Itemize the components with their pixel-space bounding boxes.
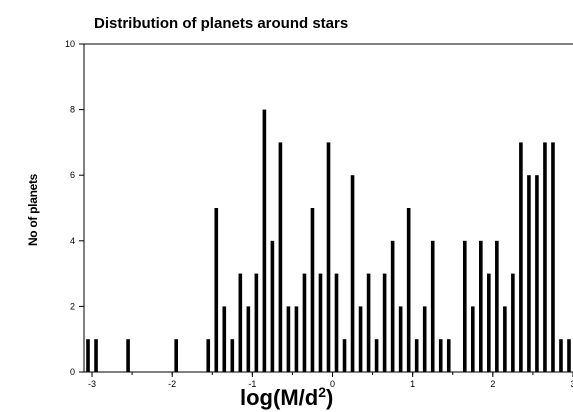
- bar: [430, 240, 435, 372]
- bar: [382, 273, 387, 372]
- bar: [495, 240, 499, 372]
- bar: [302, 273, 307, 372]
- bar: [527, 175, 531, 372]
- y-tick-label: 6: [70, 170, 75, 180]
- bar: [479, 240, 483, 372]
- x-axis-label-suffix: ): [326, 385, 334, 410]
- bar: [286, 306, 291, 372]
- bar: [535, 175, 539, 372]
- bar: [511, 273, 515, 372]
- bar: [342, 339, 347, 372]
- x-tick-label: 2: [490, 379, 495, 389]
- bar: [543, 142, 547, 372]
- y-tick-label: 0: [70, 367, 75, 377]
- bar: [559, 339, 563, 372]
- bar: [294, 306, 299, 372]
- bar: [206, 339, 211, 372]
- bar: [519, 142, 523, 372]
- bar: [230, 339, 235, 372]
- bar: [422, 306, 427, 372]
- bar: [318, 273, 323, 372]
- x-tick-label: -1: [248, 379, 256, 389]
- x-axis-label-main: log(M/d: [240, 385, 319, 410]
- bar: [334, 273, 339, 372]
- bar: [470, 306, 475, 372]
- bar: [278, 142, 283, 372]
- x-tick-label: -2: [168, 379, 176, 389]
- bar: [503, 306, 507, 372]
- bar: [551, 142, 555, 372]
- y-tick-label: 10: [65, 39, 75, 49]
- bar: [246, 306, 251, 372]
- bar: [398, 306, 403, 372]
- bar: [374, 339, 379, 372]
- bar: [414, 339, 419, 372]
- ticks: 0 2 4 6 8 10 -3 -2 -1 0 1 2 3: [65, 39, 573, 389]
- chart-title: Distribution of planets around stars: [94, 15, 349, 32]
- bar: [262, 109, 267, 372]
- bar: [366, 273, 371, 372]
- bar: [487, 273, 491, 372]
- bars: [86, 109, 571, 372]
- bar: [174, 339, 178, 372]
- bar: [462, 240, 467, 372]
- bar: [94, 339, 98, 372]
- bar: [126, 339, 130, 372]
- bar: [222, 306, 227, 372]
- x-tick-label: 3: [570, 379, 573, 389]
- bar: [406, 208, 411, 372]
- bar: [270, 240, 275, 372]
- bar: [350, 175, 355, 372]
- y-tick-label: 4: [70, 236, 75, 246]
- bar: [254, 273, 259, 372]
- x-tick-label: 0: [330, 379, 335, 389]
- x-axis-label: log(M/d2): [240, 384, 333, 411]
- bar: [567, 339, 571, 372]
- y-tick-label: 8: [70, 105, 75, 115]
- bar: [446, 339, 451, 372]
- x-tick-label: -3: [88, 379, 96, 389]
- x-axis-label-superscript: 2: [318, 384, 326, 400]
- bar: [390, 240, 395, 372]
- y-tick-label: 2: [70, 301, 75, 311]
- bar: [214, 208, 219, 372]
- bar: [238, 273, 243, 372]
- x-tick-label: 1: [410, 379, 415, 389]
- bar: [326, 142, 331, 372]
- bar: [358, 306, 363, 372]
- bar: [86, 339, 90, 372]
- bar: [438, 339, 443, 372]
- bar: [310, 208, 315, 372]
